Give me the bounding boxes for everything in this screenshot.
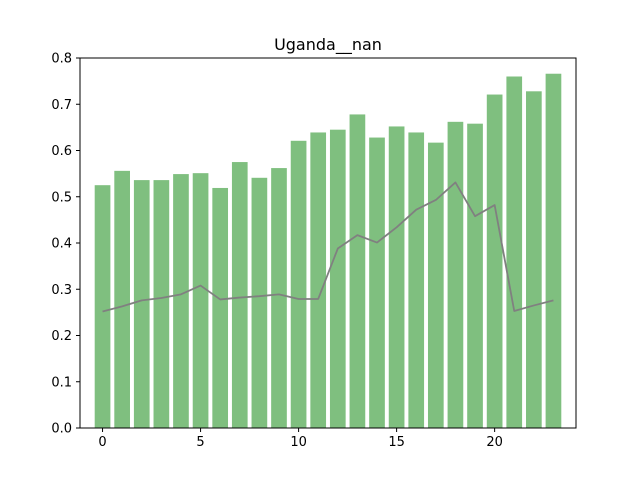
- bars-group: [94, 73, 562, 429]
- y-tick-label: 0.1: [51, 375, 72, 390]
- y-tick-label: 0.4: [51, 237, 72, 252]
- x-axis: 0 5 10 15 20: [98, 428, 503, 450]
- bar-10: [290, 140, 307, 428]
- y-tick-label: 0.6: [51, 144, 72, 159]
- bar-23: [545, 73, 562, 428]
- bar-5: [192, 173, 209, 428]
- bar-4: [173, 174, 189, 428]
- bar-3: [153, 180, 170, 428]
- bar-14: [369, 137, 385, 429]
- x-tick-label: 15: [388, 435, 405, 450]
- series-line: [102, 181, 554, 313]
- bar-7: [231, 162, 248, 428]
- bar-1: [114, 170, 130, 428]
- bar-2: [133, 180, 150, 428]
- bar-17: [427, 142, 444, 428]
- bar-13: [349, 114, 366, 429]
- x-tick-label: 0: [98, 435, 106, 450]
- x-tick-label: 20: [486, 435, 503, 450]
- bar-12: [329, 129, 346, 428]
- bar-19: [467, 123, 483, 429]
- x-tick-label: 10: [290, 435, 307, 450]
- bar-15: [388, 126, 405, 428]
- bar-20: [486, 94, 503, 428]
- bar-16: [408, 132, 425, 428]
- line-group: [102, 181, 554, 313]
- chart-title: Uganda__nan: [274, 35, 382, 55]
- y-tick-label: 0.7: [51, 98, 72, 113]
- y-tick-label: 0.2: [51, 329, 72, 344]
- y-axis: 0.0 0.1 0.2 0.3 0.4 0.5 0.6 0.7 0.8: [51, 52, 80, 437]
- bar-0: [94, 185, 111, 428]
- bar-22: [526, 91, 542, 429]
- bar-8: [251, 177, 268, 428]
- y-tick-label: 0.5: [51, 190, 72, 205]
- y-tick-label: 0.0: [51, 422, 72, 437]
- bar-21: [506, 76, 523, 428]
- x-tick-label: 5: [196, 435, 204, 450]
- bar-11: [310, 132, 327, 428]
- y-tick-label: 0.8: [51, 52, 72, 67]
- bar-18: [447, 121, 464, 428]
- y-tick-label: 0.3: [51, 283, 72, 298]
- bar-9: [271, 168, 287, 428]
- bar-6: [212, 187, 229, 428]
